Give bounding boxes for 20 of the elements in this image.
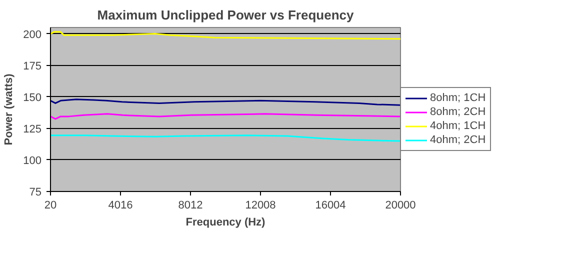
x-tick-label: 4016 (108, 200, 133, 212)
x-tick-label: 8012 (178, 200, 203, 212)
legend-label: 8ohm; 1CH (430, 92, 486, 104)
x-tick-label: 20 (44, 200, 57, 212)
x-tick-label: 12008 (245, 200, 276, 212)
y-tick-label: 175 (23, 60, 42, 72)
line-series (50, 31, 400, 40)
legend-label: 4ohm; 2CH (430, 134, 486, 146)
legend-label: 8ohm; 2CH (430, 106, 486, 118)
chart-title: Maximum Unclipped Power vs Frequency (97, 8, 354, 22)
y-tick-label: 75 (29, 186, 42, 198)
y-axis-title: Power (watts) (3, 73, 16, 146)
x-tick-label: 16004 (315, 200, 346, 212)
x-tick-label: 20000 (385, 200, 416, 212)
y-tick-label: 200 (23, 28, 42, 41)
y-tick-label: 100 (23, 154, 42, 167)
y-tick-label: 125 (23, 123, 42, 136)
legend-label: 4ohm; 1CH (430, 120, 486, 132)
y-tick-label: 150 (23, 92, 42, 104)
x-axis-title: Frequency (Hz) (186, 216, 266, 228)
